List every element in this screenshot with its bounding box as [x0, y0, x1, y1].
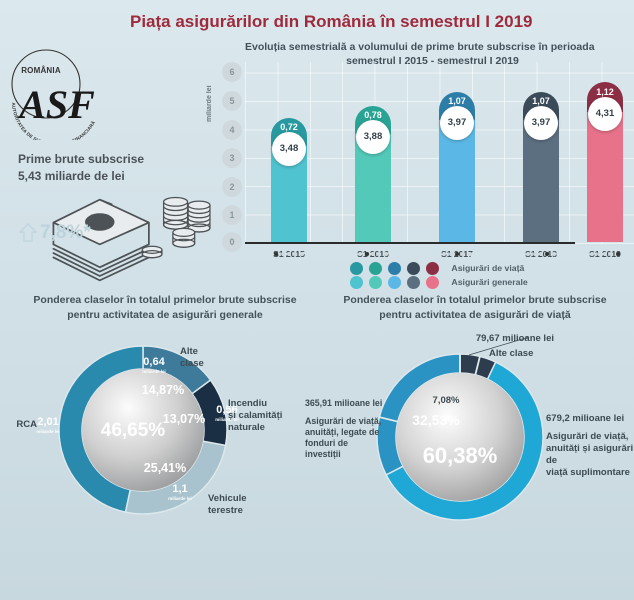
svg-text:ROMÂNIA: ROMÂNIA — [21, 66, 61, 75]
svg-text:13,07%: 13,07% — [163, 412, 205, 426]
svg-text:2,01: 2,01 — [37, 416, 58, 428]
svg-text:25,41%: 25,41% — [144, 461, 186, 475]
svg-text:0,64: 0,64 — [143, 356, 165, 368]
svg-text:1,1: 1,1 — [172, 483, 187, 495]
svg-text:miliarde lei: miliarde lei — [142, 369, 166, 374]
svg-text:32,53%: 32,53% — [412, 412, 460, 428]
svg-text:46,65%: 46,65% — [101, 420, 166, 441]
svg-text:ASF: ASF — [16, 82, 95, 127]
svg-text:7,08%: 7,08% — [433, 395, 460, 406]
svg-text:60,38%: 60,38% — [423, 443, 498, 468]
svg-text:miliarde lei: miliarde lei — [36, 429, 60, 434]
svg-text:miliarde lei: miliarde lei — [168, 496, 192, 501]
svg-text:14,87%: 14,87% — [142, 383, 184, 397]
